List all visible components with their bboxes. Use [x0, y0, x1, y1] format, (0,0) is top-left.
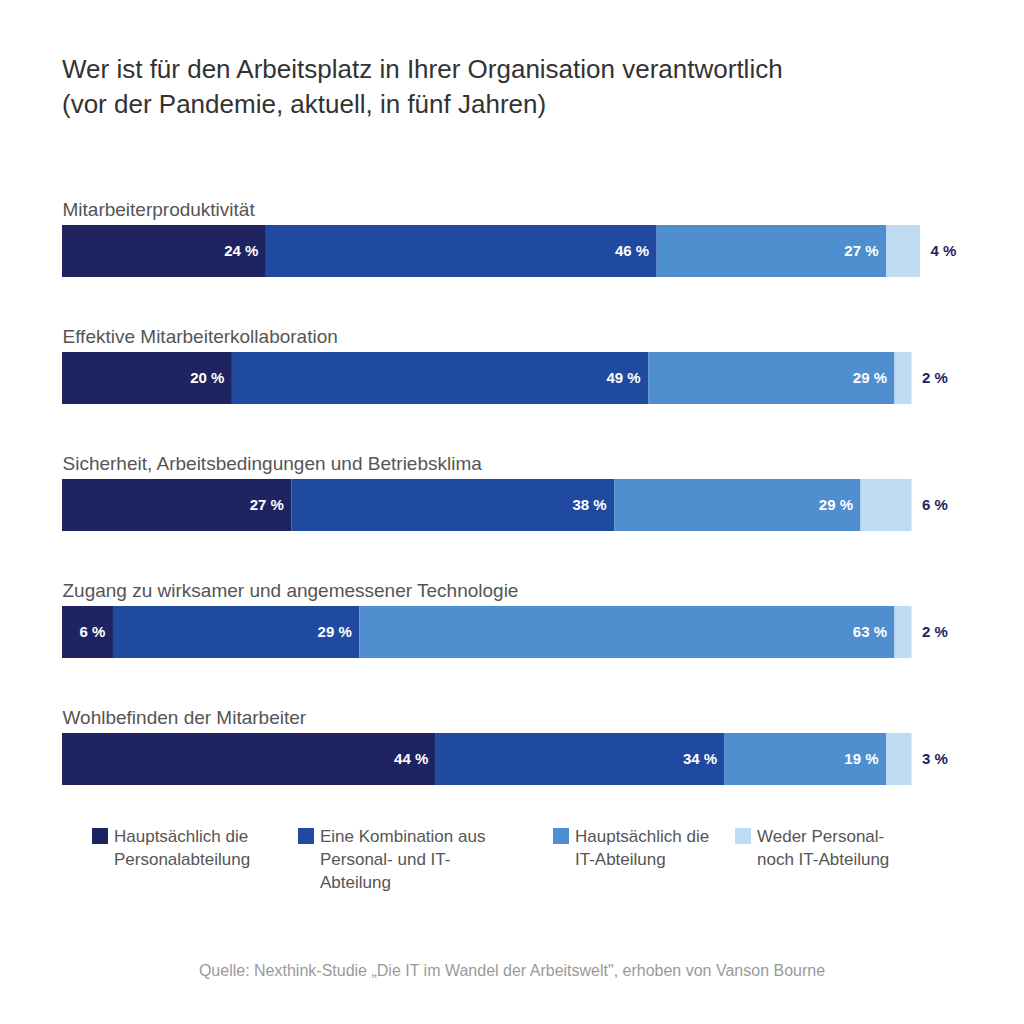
svg-text:27 %: 27 %: [844, 242, 878, 259]
svg-text:29 %: 29 %: [819, 496, 853, 513]
svg-text:4 %: 4 %: [931, 242, 957, 259]
svg-text:Wohlbefinden der Mitarbeiter: Wohlbefinden der Mitarbeiter: [63, 707, 307, 728]
svg-text:Sicherheit, Arbeitsbedingungen: Sicherheit, Arbeitsbedingungen und Betri…: [63, 453, 483, 474]
svg-text:44 %: 44 %: [394, 750, 428, 767]
svg-text:34 %: 34 %: [683, 750, 717, 767]
svg-text:63 %: 63 %: [853, 623, 887, 640]
html-text:(vor der Pandemie, aktuell, in: (vor der Pandemie, aktuell, in fünf Jahr…: [62, 89, 547, 119]
svg-text:27 %: 27 %: [250, 496, 284, 513]
svg-text:2 %: 2 %: [922, 623, 948, 640]
svg-text:6 %: 6 %: [80, 623, 106, 640]
svg-text:Zugang zu wirksamer und angeme: Zugang zu wirksamer und angemessener Tec…: [63, 580, 519, 601]
svg-text:24 %: 24 %: [224, 242, 258, 259]
html-text:Quelle: Nexthink-Studie „Die I: Quelle: Nexthink-Studie „Die IT im Wande…: [198, 962, 826, 979]
html-text:Weder Personal- noch IT-Abteil: Weder Personal- noch IT-Abteilung: [757, 827, 890, 869]
svg-text:Effektive Mitarbeiterkollabora: Effektive Mitarbeiterkollaboration: [63, 326, 338, 347]
svg-text:3 %: 3 %: [922, 750, 948, 767]
svg-text:46 %: 46 %: [615, 242, 649, 259]
svg-text:20 %: 20 %: [190, 369, 224, 386]
svg-text:Mitarbeiterproduktivität: Mitarbeiterproduktivität: [63, 199, 256, 220]
svg-text:29 %: 29 %: [318, 623, 352, 640]
svg-text:29 %: 29 %: [853, 369, 887, 386]
svg-text:2 %: 2 %: [922, 369, 948, 386]
html-text:Hauptsächlich die Personalabte: Hauptsächlich die Personalabteilung: [114, 827, 251, 869]
svg-text:6 %: 6 %: [922, 496, 948, 513]
html-text:Eine Kombination aus Personal-: Eine Kombination aus Personal- und IT-Ab…: [320, 827, 486, 892]
svg-text:38 %: 38 %: [572, 496, 606, 513]
svg-text:19 %: 19 %: [844, 750, 878, 767]
html-text:Wer ist für den Arbeitsplatz i: Wer ist für den Arbeitsplatz in Ihrer Or…: [62, 54, 783, 84]
svg-text:49 %: 49 %: [606, 369, 640, 386]
html-text:Hauptsächlich die IT-Abteilung: Hauptsächlich die IT-Abteilung: [575, 827, 710, 869]
